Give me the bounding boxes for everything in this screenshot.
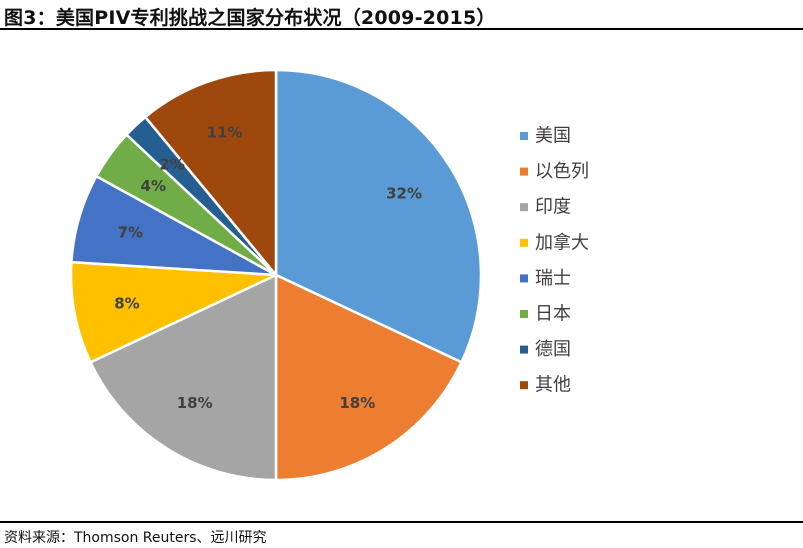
legend-label-1: 美国	[535, 126, 571, 147]
slice-label-1: 32%	[386, 185, 422, 203]
legend-swatch-2	[520, 167, 528, 176]
slice-label-7: 2%	[159, 155, 184, 173]
slice-label-3: 18%	[177, 394, 213, 412]
legend-item-7: 德国	[520, 339, 571, 360]
source-note: 资料来源：Thomson Reuters、远川研究	[4, 530, 267, 546]
legend-swatch-5	[520, 274, 528, 283]
legend-swatch-8	[520, 381, 528, 390]
legend-label-4: 加拿大	[535, 231, 589, 253]
pie-slice-2	[274, 273, 463, 482]
pie-slice-3	[89, 273, 278, 482]
legend-swatch-3	[520, 203, 528, 212]
legend-item-1: 美国	[520, 126, 571, 147]
title-divider	[0, 28, 803, 30]
legend-label-3: 印度	[535, 197, 571, 218]
slice-label-4: 8%	[114, 294, 139, 312]
slice-label-5: 7%	[118, 224, 143, 242]
legend-item-5: 瑞士	[520, 268, 571, 289]
legend-item-8: 其他	[520, 375, 571, 396]
legend-item-4: 加拿大	[520, 231, 589, 253]
pie-slice-1	[274, 68, 483, 364]
legend-item-2: 以色列	[520, 161, 589, 182]
slice-label-2: 18%	[339, 394, 375, 412]
legend-swatch-6	[520, 310, 528, 318]
slice-label-8: 11%	[207, 123, 243, 141]
legend-item-3: 印度	[520, 197, 571, 218]
legend-label-6: 日本	[535, 304, 571, 325]
legend-label-7: 德国	[535, 339, 571, 360]
pie-slice-8	[144, 68, 278, 277]
chart-title: 图3：美国PIV专利挑战之国家分布状况（2009-2015）	[4, 7, 496, 29]
pie-slice-4	[69, 260, 278, 364]
pie-labels: 32% 18% 18% 8% 7% 4% 2% 11%	[114, 123, 422, 412]
legend-label-8: 其他	[535, 375, 571, 396]
legend-swatch-4	[520, 238, 528, 247]
legend-swatch-1	[520, 132, 528, 140]
legend-swatch-7	[520, 345, 528, 354]
pie-slices	[69, 68, 483, 482]
slice-label-6: 4%	[141, 177, 166, 195]
legend-item-6: 日本	[520, 304, 571, 325]
source-divider	[0, 521, 803, 523]
legend-label-5: 瑞士	[535, 268, 571, 289]
legend-label-2: 以色列	[535, 161, 589, 182]
